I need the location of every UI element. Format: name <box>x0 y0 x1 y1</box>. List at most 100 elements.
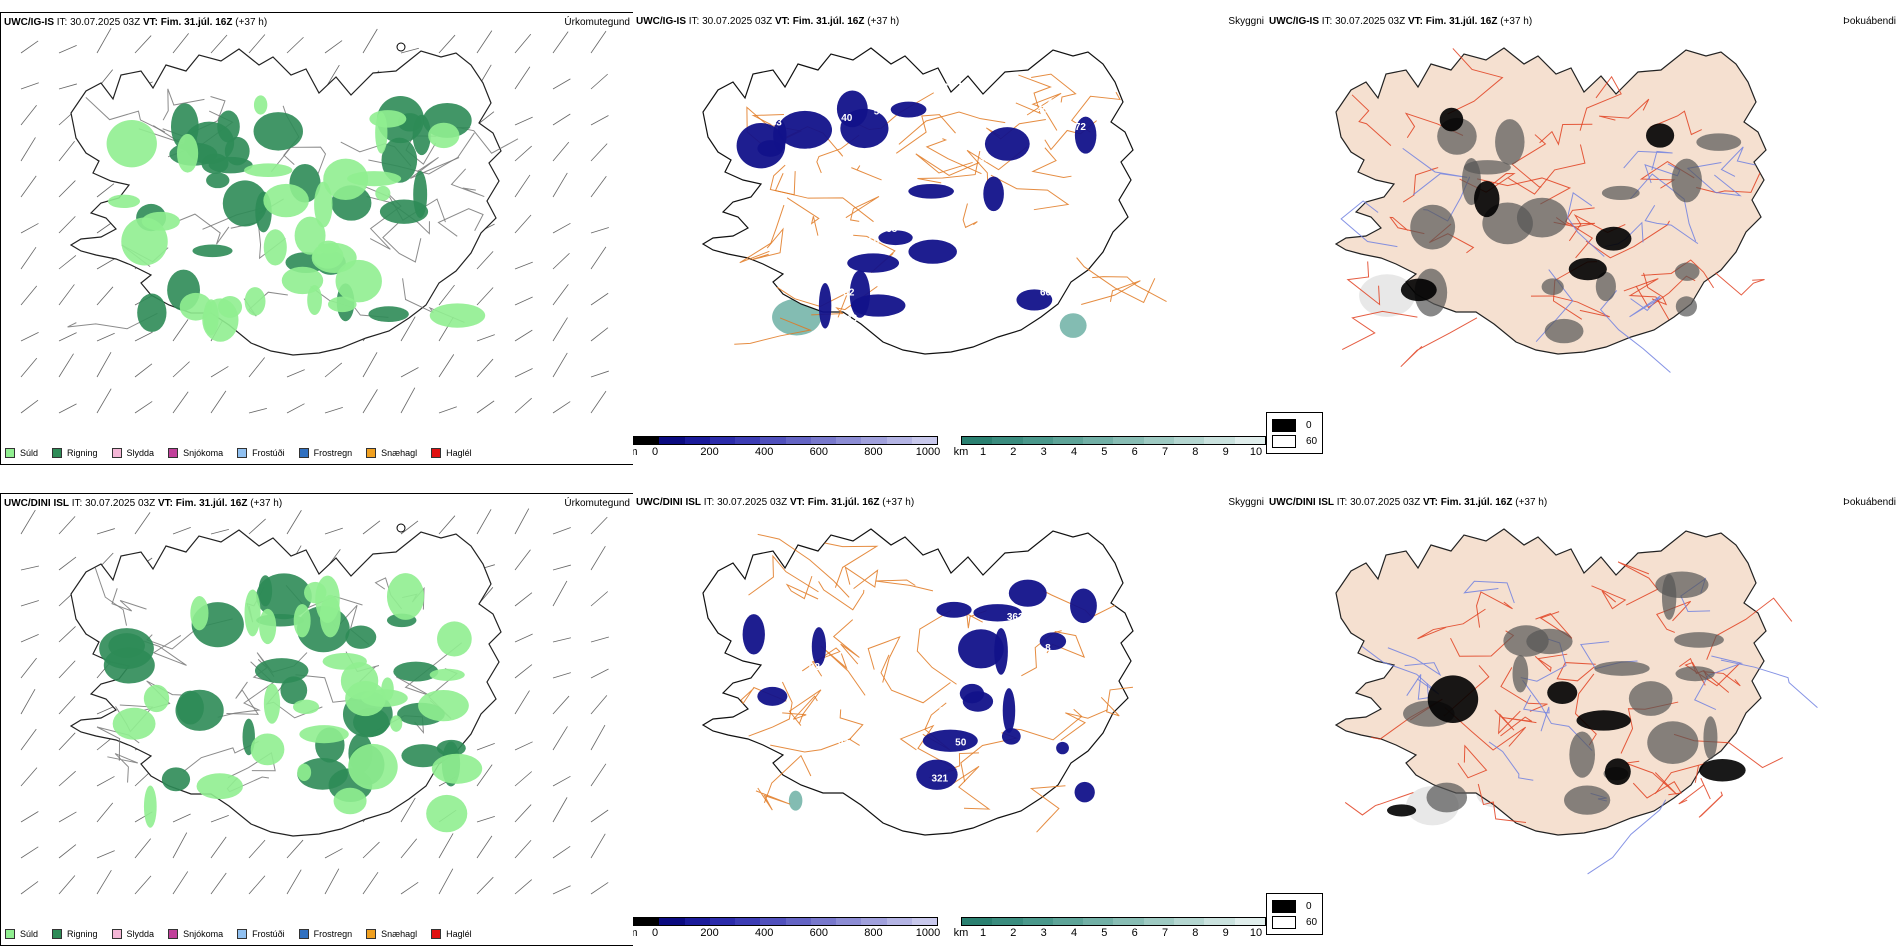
legend-swatch <box>5 929 15 939</box>
cloud-panel-row1: UWC/IG-IS IT: 30.07.2025 03Z VT: Fim. 31… <box>633 12 1268 465</box>
wind-barb <box>590 809 609 823</box>
road-line <box>143 634 187 666</box>
drizzle-area <box>418 689 469 722</box>
cloud-base-area <box>908 183 954 199</box>
cloud-base-area <box>1074 781 1095 803</box>
colorbar-tick: 200 <box>700 446 719 458</box>
colorbar-step <box>861 918 887 925</box>
wind-barb <box>20 40 39 54</box>
road-line <box>1649 110 1702 136</box>
wind-barb <box>20 657 37 679</box>
wind-barb <box>590 176 607 198</box>
cloud-base-label: 47 <box>992 781 1004 792</box>
road-line <box>925 138 982 175</box>
cloud-base-label: 59 <box>762 591 774 602</box>
wind-barb <box>20 223 39 234</box>
road-line <box>1387 647 1442 677</box>
legend-label: Slydda <box>126 929 155 939</box>
wind-barb <box>514 879 533 895</box>
road-line <box>990 174 1070 211</box>
road-line <box>1488 741 1534 781</box>
wind-barb <box>96 869 112 895</box>
wind-barb <box>286 369 305 378</box>
road-line <box>915 153 980 176</box>
wind-barb <box>20 399 39 414</box>
fog-index-core <box>1547 681 1578 705</box>
precip-legend-item: Haglél <box>431 448 472 458</box>
cloud-base-label: 55 <box>794 281 806 292</box>
road-line <box>1678 777 1711 805</box>
wind-barb <box>590 724 606 751</box>
colorbar-unit: km <box>953 446 969 458</box>
wind-barb <box>20 175 37 198</box>
wind-barb <box>248 34 266 54</box>
wind-barb <box>514 690 530 715</box>
cloud-base-label: 38 <box>760 567 772 578</box>
wind-barb <box>96 528 115 535</box>
wind-barb <box>438 34 456 54</box>
fog-legend-item: 60 <box>1272 433 1317 449</box>
legend-swatch <box>431 929 442 939</box>
road-line <box>410 156 460 179</box>
wind-barb <box>438 284 455 306</box>
rain-area <box>436 739 466 757</box>
wind-barb <box>552 222 571 234</box>
colorbar-tick: 7 <box>1161 927 1169 939</box>
drizzle-area <box>143 684 170 713</box>
cloud-base-label: 72 <box>1075 122 1087 133</box>
wind-barb <box>552 775 571 787</box>
legend-label: Frostúði <box>252 929 285 939</box>
road-line <box>899 724 953 768</box>
fog-index-area <box>1674 632 1724 648</box>
colorbar-step <box>911 918 937 925</box>
road-line <box>1457 744 1488 779</box>
wind-barb <box>552 695 570 715</box>
wind-barb <box>514 33 532 54</box>
colorbar-step <box>962 437 993 444</box>
wind-barb <box>210 34 228 54</box>
wind-barb <box>248 518 266 535</box>
road-line <box>85 96 166 133</box>
wind-barb <box>476 509 492 535</box>
wind-barb <box>210 872 227 895</box>
colorbar-step <box>810 437 836 444</box>
legend-swatch <box>237 448 248 458</box>
wind-barb <box>362 520 381 535</box>
cloud-base-label: 43 <box>846 314 858 325</box>
colorbar-step <box>861 437 887 444</box>
drizzle-area <box>143 785 157 828</box>
cloud-base-area <box>847 253 900 273</box>
drizzle-area <box>386 573 425 620</box>
wind-barb <box>552 284 569 306</box>
drizzle-area <box>259 608 277 645</box>
legend-swatch <box>1272 899 1296 913</box>
precip-legend: Súld Rigning Slydda Snjókoma Frostúði Frostre… <box>5 448 472 458</box>
cloud-base-label: 45 <box>1047 98 1059 109</box>
cloud-base-label: 61 <box>806 81 818 92</box>
wind-barb <box>400 316 416 342</box>
colorbar-step <box>1204 437 1235 444</box>
wind-barb <box>552 885 571 895</box>
wind-barb <box>552 672 571 679</box>
fog-index-core <box>1645 123 1675 148</box>
cloud-base-label: 31 <box>791 261 803 272</box>
wind-barb <box>134 512 151 535</box>
visibility-area <box>1059 313 1087 338</box>
wind-barb <box>248 407 267 414</box>
road-line <box>1389 216 1425 235</box>
fog-index-core <box>1387 804 1417 817</box>
drizzle-area <box>333 787 367 815</box>
panel-variable: Skyggni <box>1228 497 1264 508</box>
colorbar-tick: 1000 <box>915 446 941 458</box>
rain-area <box>161 767 191 792</box>
road-line <box>1644 204 1699 245</box>
cloud-base-label: 124 <box>939 706 956 717</box>
wind-barb <box>552 564 571 571</box>
road-line <box>395 642 463 697</box>
road-line <box>875 579 934 592</box>
road-line <box>1031 73 1077 103</box>
road-line <box>1696 172 1761 194</box>
wind-barb <box>514 296 533 306</box>
cloud-base-label: 321 <box>931 774 948 785</box>
wind-barb <box>514 804 532 823</box>
